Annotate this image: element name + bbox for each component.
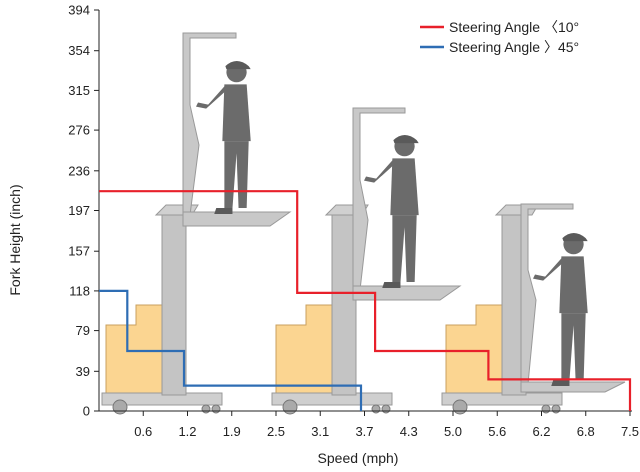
x-tick-label: 5.6: [488, 424, 506, 439]
x-tick-label: 3.1: [311, 424, 329, 439]
y-tick-label: 118: [69, 283, 90, 298]
operator-3: [533, 233, 588, 387]
legend: Steering Angle 〈10° Steering Angle 〉45°: [420, 19, 579, 55]
series-group: [99, 190, 632, 411]
operator-legs: [561, 313, 586, 380]
operator-foot: [214, 207, 233, 215]
operator-torso: [390, 158, 419, 216]
operator-arm: [533, 258, 564, 281]
x-tick-label: 1.2: [178, 424, 196, 439]
y-tick-label: 394: [68, 3, 90, 18]
x-tick-label: 6.2: [532, 424, 550, 439]
x-tick-label: 1.9: [223, 424, 241, 439]
operator-legs: [224, 141, 249, 208]
forklift-wheel: [282, 399, 298, 415]
y-tick-label: 197: [68, 203, 90, 218]
y-tick-label: 39: [76, 364, 90, 379]
forklift-2-platform: [352, 285, 462, 301]
forklift-mast: [331, 214, 357, 396]
operator-foot: [551, 379, 570, 387]
forklift-3-platform: [520, 381, 626, 393]
forklift-wheel: [112, 399, 128, 415]
y-tick-label: 276: [68, 123, 90, 138]
y-tick-label: 157: [68, 244, 90, 259]
operator-arm: [196, 86, 227, 109]
x-tick-group: 0.6 1.2 1.9 2.5 3.1 3.7 4.3 5.0 5.6 6.2 6.8 7.5: [134, 411, 639, 439]
operator-torso: [559, 256, 588, 314]
forklift-1-platform: [182, 211, 292, 227]
operator-cap: [393, 135, 419, 144]
x-tick-label: 5.0: [444, 424, 462, 439]
y-tick-label: 354: [68, 43, 90, 58]
operator-arm: [364, 160, 395, 183]
forklift-wheel: [211, 404, 221, 414]
forklift-wheel: [371, 404, 381, 414]
legend-label: Steering Angle 〈10°: [449, 19, 579, 35]
y-tick-label: 236: [68, 163, 90, 178]
x-tick-label: 4.3: [400, 424, 418, 439]
y-tick-label: 0: [83, 404, 90, 419]
operator-torso: [222, 84, 251, 142]
forklift-wheel: [201, 404, 211, 414]
operator-cap: [562, 233, 588, 242]
operator-cap: [225, 61, 251, 70]
forklift-wheel: [551, 404, 561, 414]
x-tick-label: 0.6: [134, 424, 152, 439]
x-tick-label: 6.8: [577, 424, 595, 439]
series-line-1: [99, 190, 632, 411]
y-tick-group: 0 39 79 118 157 197 236 276 315 354 394: [68, 3, 99, 419]
forklift-wheel: [541, 404, 551, 414]
x-tick-label: 2.5: [267, 424, 285, 439]
x-tick-label: 3.7: [355, 424, 373, 439]
forklift-1: [101, 204, 223, 415]
operator-legs: [392, 215, 417, 282]
operator-foot: [382, 281, 401, 289]
x-axis-label: Speed (mph): [318, 450, 399, 466]
y-tick-label: 315: [68, 83, 90, 98]
forklift-wheel: [452, 399, 468, 415]
y-tick-label: 79: [76, 323, 90, 338]
forklift-wheel: [381, 404, 391, 414]
y-axis-label: Fork Height (inch): [7, 184, 23, 295]
series-line-2: [99, 289, 363, 411]
legend-label: Steering Angle 〉45°: [449, 39, 579, 55]
operator-2: [364, 135, 419, 289]
x-tick-label: 7.5: [621, 424, 639, 439]
forklift-illustrations: [101, 32, 626, 415]
forklift-mast: [161, 214, 187, 396]
